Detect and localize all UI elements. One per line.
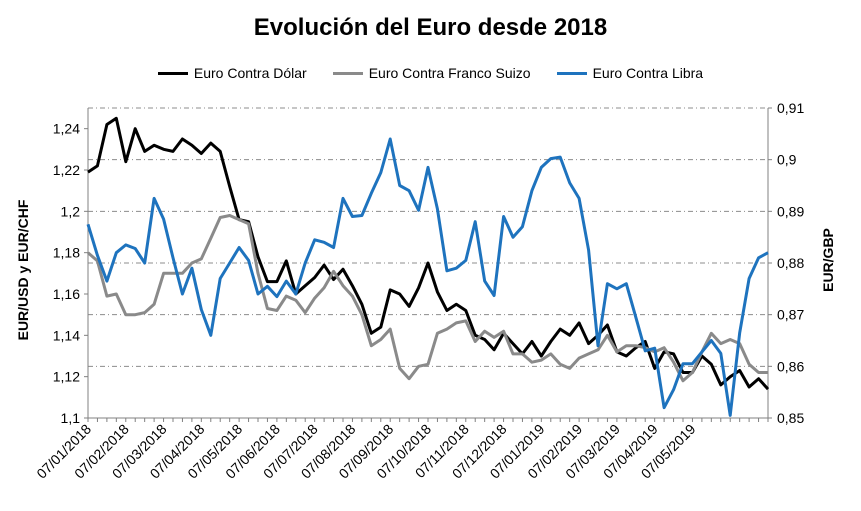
gridlines: [88, 107, 768, 367]
legend: Euro Contra Dólar Euro Contra Franco Sui…: [0, 65, 861, 81]
legend-swatch-dolar: [157, 71, 188, 75]
series-line-euro-contra-libra: [86, 137, 769, 417]
y-right-tick-label: 0,89: [777, 203, 804, 219]
legend-swatch-franco: [332, 71, 363, 75]
legend-swatch-libra: [556, 71, 587, 75]
y-right-tick-label: 0,86: [777, 358, 804, 374]
y-right-tick-label: 0,88: [777, 255, 804, 271]
y-left-tick-label: 1,2: [61, 203, 81, 219]
y-left-tick-label: 1,18: [53, 245, 80, 261]
y-axis-left-title: EUR/USD y EUR/CHF: [15, 199, 31, 340]
series-line-euro-contra-franco-suizo: [87, 214, 768, 383]
y-left-tick-label: 1,24: [53, 121, 80, 137]
y-right-tick-label: 0,87: [777, 307, 804, 323]
tick-labels: 1,1 1,12 1,14 1,16 1,18 1,2 1,22 1,24 0,85 0,86 0,…: [33, 100, 804, 482]
chart-title: Evolución del Euro desde 2018: [253, 14, 608, 41]
y-axis-right-title: EUR/GBP: [820, 228, 836, 292]
y-right-tick-label: 0,9: [777, 152, 797, 168]
legend-item-dolar: Euro Contra Dólar: [157, 65, 307, 81]
y-left-tick-label: 1,1: [61, 410, 81, 426]
y-right-tick-label: 0,91: [777, 100, 804, 116]
axes: [84, 107, 772, 422]
legend-label-libra: Euro Contra Libra: [592, 65, 704, 81]
y-right-tick-label: 0,85: [777, 410, 804, 426]
y-left-tick-label: 1,14: [53, 327, 80, 343]
y-left-tick-label: 1,16: [53, 286, 80, 302]
legend-label-franco: Euro Contra Franco Suizo: [368, 65, 531, 81]
series-lines: [86, 116, 770, 417]
legend-item-libra: Euro Contra Libra: [556, 65, 704, 81]
legend-label-dolar: Euro Contra Dólar: [193, 65, 307, 81]
y-left-tick-label: 1,22: [53, 162, 80, 178]
legend-item-franco: Euro Contra Franco Suizo: [332, 65, 531, 81]
y-left-tick-label: 1,12: [53, 369, 80, 385]
series-line-euro-contra-dólar: [87, 116, 770, 391]
